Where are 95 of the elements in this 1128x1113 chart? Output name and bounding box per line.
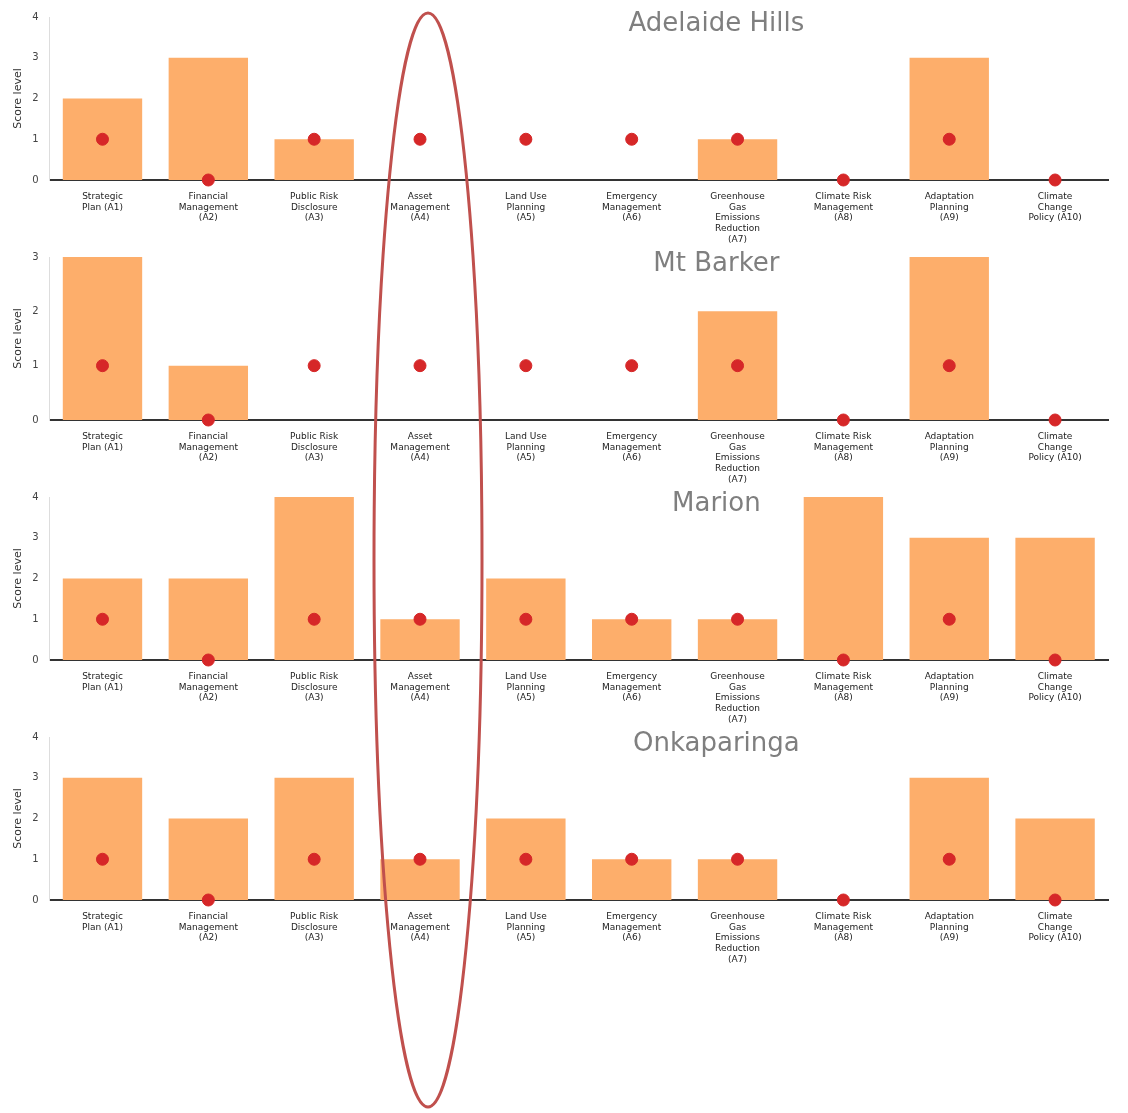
x-tick-label: Public Risk Disclosure (A3) xyxy=(290,430,340,463)
bar xyxy=(168,818,249,900)
y-tick-label: 2 xyxy=(32,812,39,824)
x-tick-label: Asset Management (A4) xyxy=(390,430,451,463)
x-tick-label: Climate Change Policy (A10) xyxy=(1028,190,1082,223)
y-axis-title: Score level xyxy=(11,788,25,849)
bar xyxy=(697,311,778,420)
bar xyxy=(62,257,143,420)
bar xyxy=(168,578,249,660)
x-tick-label: Financial Management (A2) xyxy=(178,670,239,703)
y-tick-label: 0 xyxy=(32,413,39,425)
y-tick-label: 2 xyxy=(32,572,39,584)
x-tick-label: Adaptation Planning (A9) xyxy=(924,430,974,463)
x-tick-label: Financial Management (A2) xyxy=(178,910,239,943)
y-tick-label: 4 xyxy=(32,730,39,742)
x-tick-label: Adaptation Planning (A9) xyxy=(924,190,974,223)
bar xyxy=(697,859,778,900)
bar xyxy=(274,777,354,900)
bar xyxy=(274,139,354,180)
x-tick-label: Greenhouse Gas Emissions Reduction (A7) xyxy=(710,430,766,484)
y-axis-title: Score level xyxy=(11,548,25,609)
y-tick-label: 1 xyxy=(32,852,39,864)
bar xyxy=(592,619,672,660)
x-tick-label: Emergency Management (A6) xyxy=(602,430,662,463)
x-tick-label: Climate Risk Management (A8) xyxy=(813,910,874,943)
x-tick-label: Greenhouse Gas Emissions Reduction (A7) xyxy=(710,910,766,964)
x-tick-label: Strategic Plan (A1) xyxy=(82,910,123,932)
x-tick-label: Asset Management (A4) xyxy=(390,910,451,943)
bar xyxy=(168,57,249,180)
x-tick-label: Emergency Management (A6) xyxy=(602,910,662,943)
x-tick-label: Adaptation Planning (A9) xyxy=(924,910,974,943)
bar xyxy=(62,777,143,900)
bar xyxy=(486,818,566,900)
bar xyxy=(62,98,143,180)
bar xyxy=(380,619,460,660)
bar xyxy=(274,497,354,660)
x-tick-label: Strategic Plan (A1) xyxy=(82,670,123,692)
x-tick-label: Greenhouse Gas Emissions Reduction (A7) xyxy=(710,190,766,244)
bar xyxy=(592,859,672,900)
chart-title: Marion xyxy=(672,486,761,517)
y-tick-label: 3 xyxy=(32,771,39,783)
x-tick-label: Climate Risk Management (A8) xyxy=(813,670,874,703)
bar xyxy=(168,365,249,420)
x-tick-label: Emergency Management (A6) xyxy=(602,190,662,223)
bar xyxy=(909,257,989,420)
x-tick-label: Public Risk Disclosure (A3) xyxy=(290,670,340,703)
bar xyxy=(62,578,143,660)
x-tick-label: Climate Change Policy (A10) xyxy=(1028,430,1082,463)
y-tick-label: 1 xyxy=(32,132,39,144)
x-tick-label: Land Use Planning (A5) xyxy=(505,430,548,463)
x-tick-label: Public Risk Disclosure (A3) xyxy=(290,910,340,943)
y-tick-label: 3 xyxy=(32,531,39,543)
y-tick-label: 1 xyxy=(32,612,39,624)
x-tick-label: Financial Management (A2) xyxy=(178,430,239,463)
y-tick-label: 0 xyxy=(32,653,39,665)
bar xyxy=(697,139,778,180)
y-axis-title: Score level xyxy=(11,308,25,369)
y-tick-label: 0 xyxy=(32,893,39,905)
bar xyxy=(380,859,460,900)
chart-title: Adelaide Hills xyxy=(628,6,805,37)
bar xyxy=(803,497,884,660)
y-axis-title: Score level xyxy=(11,68,25,129)
y-tick-label: 4 xyxy=(32,10,39,22)
x-tick-label: Land Use Planning (A5) xyxy=(505,910,548,943)
x-tick-label: Greenhouse Gas Emissions Reduction (A7) xyxy=(710,670,766,724)
x-tick-label: Adaptation Planning (A9) xyxy=(924,670,974,703)
x-tick-label: Strategic Plan (A1) xyxy=(82,430,123,452)
bar xyxy=(1015,818,1095,900)
x-tick-label: Strategic Plan (A1) xyxy=(82,190,123,212)
bar xyxy=(1015,537,1095,660)
x-tick-label: Climate Change Policy (A10) xyxy=(1028,910,1082,943)
x-tick-label: Land Use Planning (A5) xyxy=(505,670,548,703)
y-tick-label: 2 xyxy=(32,92,39,104)
x-tick-label: Asset Management (A4) xyxy=(390,670,451,703)
y-tick-label: 2 xyxy=(32,304,39,316)
x-tick-label: Climate Change Policy (A10) xyxy=(1028,670,1082,703)
chart-title: Mt Barker xyxy=(653,246,780,277)
y-tick-label: 3 xyxy=(32,250,39,262)
bar xyxy=(486,578,566,660)
x-tick-label: Climate Risk Management (A8) xyxy=(813,430,874,463)
chart-title: Onkaparinga xyxy=(633,726,800,757)
x-tick-label: Asset Management (A4) xyxy=(390,190,451,223)
x-tick-label: Financial Management (A2) xyxy=(178,190,239,223)
bar xyxy=(909,57,989,180)
bar xyxy=(697,619,778,660)
x-tick-label: Emergency Management (A6) xyxy=(602,670,662,703)
x-tick-label: Land Use Planning (A5) xyxy=(505,190,548,223)
y-tick-label: 4 xyxy=(32,490,39,502)
y-tick-label: 1 xyxy=(32,359,39,371)
y-tick-label: 3 xyxy=(32,51,39,63)
y-tick-label: 0 xyxy=(32,173,39,185)
x-tick-label: Public Risk Disclosure (A3) xyxy=(290,190,340,223)
bar xyxy=(909,777,989,900)
bar xyxy=(909,537,989,660)
x-tick-label: Climate Risk Management (A8) xyxy=(813,190,874,223)
